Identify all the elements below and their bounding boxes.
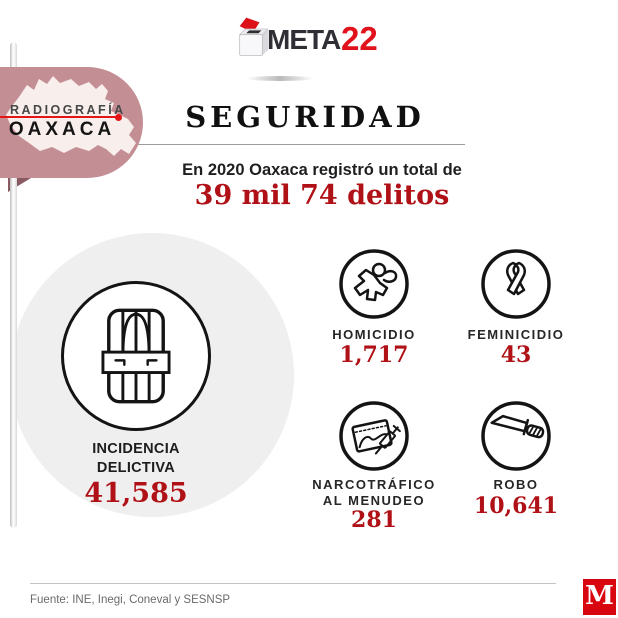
- badge-red-line: [0, 113, 122, 121]
- radiografia-oaxaca-badge: RADIOGRAFÍA OAXACA: [0, 67, 143, 178]
- stat-label-narcotrafico: NARCOTRÁFICO AL MENUDEO: [312, 477, 436, 509]
- title-divider: [120, 144, 465, 145]
- section-subtitle: En 2020 Oaxaca registró un total de: [182, 161, 462, 179]
- logo-shadow: [246, 76, 314, 81]
- stat-label-feminicidio: FEMINICIDIO: [467, 327, 565, 342]
- main-stat-label: INCIDENCIA DELICTIVA: [92, 441, 180, 476]
- footer-divider: [30, 583, 556, 584]
- source-note: Fuente: INE, Inegi, Coneval y SESNSP: [30, 594, 231, 606]
- stat-value-homicidio: 1,717: [339, 342, 409, 368]
- fallen-person-icon: [339, 249, 409, 319]
- ballot-box-icon: [238, 17, 268, 56]
- stat-value-robo: 10,641: [473, 493, 559, 519]
- stat-value-feminicidio: 43: [500, 342, 532, 368]
- stat-label-homicidio: HOMICIDIO: [332, 327, 416, 342]
- section-title: SEGURIDAD: [185, 100, 425, 134]
- badge-state-name: OAXACA: [8, 119, 116, 140]
- brand-meta-text: META: [267, 24, 341, 55]
- flag-pole: [10, 42, 17, 528]
- badge-kicker: RADIOGRAFÍA: [10, 103, 126, 117]
- prison-bars-icon: [101, 308, 171, 404]
- brand-22-text: 22: [341, 20, 378, 57]
- main-stat-value: 41,585: [84, 478, 188, 509]
- total-crimes-value: 39 mil 74 delitos: [194, 180, 450, 211]
- knife-icon: [481, 401, 551, 471]
- drug-packet-syringe-icon: [339, 401, 409, 471]
- stat-label-robo: ROBO: [493, 477, 539, 492]
- awareness-ribbon-icon: [481, 249, 551, 319]
- stat-value-narcotrafico: 281: [351, 507, 397, 533]
- milenio-logo: M: [583, 579, 616, 615]
